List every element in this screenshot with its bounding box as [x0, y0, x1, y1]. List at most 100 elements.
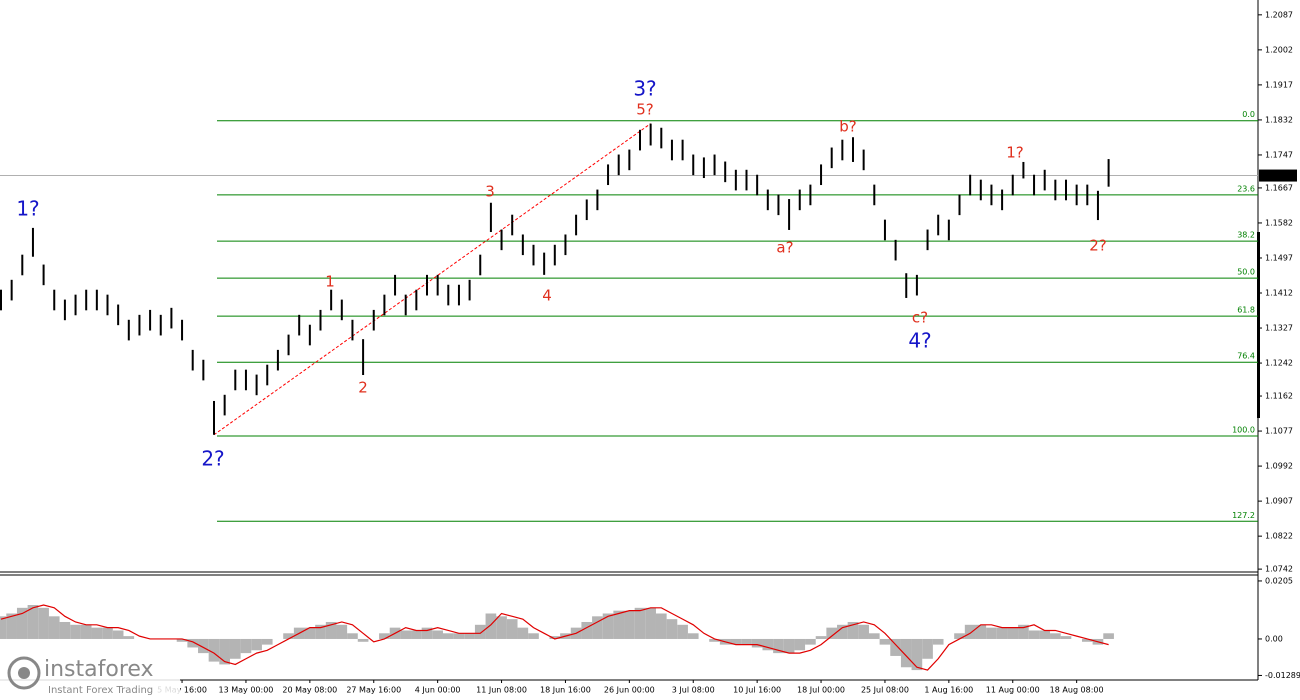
histogram-bar: [666, 619, 678, 639]
price-bar: [628, 149, 631, 171]
histogram-bar: [59, 621, 71, 639]
histogram-bar: [453, 633, 465, 639]
price-bar: [543, 252, 546, 275]
price-bar: [244, 369, 247, 391]
price-bar: [287, 334, 290, 356]
histogram-bar: [794, 638, 806, 651]
price-bar: [479, 254, 482, 276]
price-bar: [830, 147, 833, 169]
price-bar: [63, 299, 66, 321]
indicator-y-tick-label: -0.01289: [1265, 671, 1300, 680]
histogram-bar: [485, 613, 497, 639]
histogram-bar: [187, 638, 199, 648]
histogram-bar: [549, 636, 561, 639]
x-tick-label: 1 Aug 16:00: [924, 686, 973, 695]
fibo-label: 23.6: [1237, 184, 1255, 193]
histogram-bar: [240, 638, 252, 654]
price-bar: [724, 161, 727, 183]
fibo-label: 38.2: [1237, 231, 1255, 240]
price-bar: [798, 189, 801, 211]
price-bar: [734, 169, 737, 191]
x-tick-label: 25 Jul 08:00: [861, 686, 909, 695]
price-bar: [436, 274, 439, 296]
price-bar: [649, 123, 652, 146]
price-bar: [213, 400, 215, 435]
y-tick-label: 1.2002: [1265, 45, 1293, 54]
price-bar: [489, 202, 492, 233]
y-tick-label: 1.1497: [1265, 253, 1293, 262]
histogram-bar: [773, 638, 784, 654]
histogram-bar: [805, 638, 816, 645]
price-bar: [841, 139, 844, 161]
histogram-bar: [528, 633, 539, 639]
price-bar: [340, 299, 343, 321]
price-bar: [670, 139, 673, 161]
price-bar: [181, 319, 184, 341]
histogram-bar: [411, 630, 422, 639]
histogram-bar: [986, 627, 997, 639]
price-bar: [660, 127, 663, 149]
histogram-bar: [198, 638, 209, 654]
price-bar: [905, 273, 908, 298]
price-bar: [202, 359, 205, 381]
histogram-bar: [347, 633, 358, 639]
price-bar: [1086, 184, 1089, 206]
histogram-bar: [826, 627, 838, 639]
price-bar: [308, 324, 311, 346]
indicator-y-tick-label: 0.00: [1265, 634, 1283, 643]
price-bar: [95, 289, 98, 311]
current-price-tag: [1259, 169, 1297, 182]
price-bar: [692, 154, 695, 176]
price-bar: [404, 294, 407, 316]
histogram-bar: [709, 638, 720, 642]
histogram-bar: [634, 607, 646, 639]
histogram-bar: [890, 638, 901, 656]
price-bar: [553, 244, 556, 266]
wave-label: 2: [358, 379, 368, 397]
logo: instaforex Instant Forex Trading: [0, 652, 180, 698]
histogram-bar: [506, 619, 518, 639]
price-bar: [958, 194, 961, 216]
price-bar: [10, 279, 13, 301]
wave-label: 1?: [1006, 144, 1024, 162]
histogram-bar: [496, 616, 507, 639]
histogram-bar: [847, 621, 859, 639]
histogram-bar: [421, 627, 433, 639]
histogram-bar: [261, 638, 273, 645]
wave-label: 4?: [908, 329, 931, 353]
price-bar: [31, 227, 34, 257]
x-tick-label: 18 Jun 16:00: [540, 686, 591, 695]
price-bar: [947, 219, 950, 241]
histogram-bar: [325, 621, 337, 639]
histogram-bar: [1050, 633, 1061, 639]
price-bar: [106, 294, 109, 316]
histogram-bar: [592, 616, 603, 639]
logo-icon: [18, 667, 30, 679]
price-bar: [862, 149, 865, 171]
y-tick-label: 1.1747: [1265, 150, 1293, 159]
price-bar: [127, 319, 130, 341]
histogram-bar: [315, 624, 326, 639]
price-bar: [255, 374, 258, 396]
histogram-bar: [38, 607, 49, 639]
price-bar: [1011, 174, 1014, 196]
histogram-bar: [932, 638, 944, 645]
price-bar: [702, 157, 705, 179]
histogram-bar: [762, 638, 774, 651]
histogram-bar: [1007, 627, 1019, 639]
histogram-bar: [517, 627, 529, 639]
price-bar: [394, 274, 397, 296]
histogram-bar: [219, 638, 230, 665]
price-bar: [276, 349, 279, 371]
y-tick-label: 1.0992: [1265, 462, 1293, 471]
price-bar: [532, 244, 535, 266]
price-bar: [607, 164, 610, 186]
price-bar: [564, 234, 567, 256]
histogram-bar: [442, 633, 454, 639]
price-bar: [521, 234, 524, 256]
histogram-bar: [677, 624, 688, 639]
y-tick-label: 1.0742: [1265, 565, 1293, 574]
y-tick-label: 1.1667: [1265, 183, 1293, 192]
price-bar: [745, 169, 748, 191]
